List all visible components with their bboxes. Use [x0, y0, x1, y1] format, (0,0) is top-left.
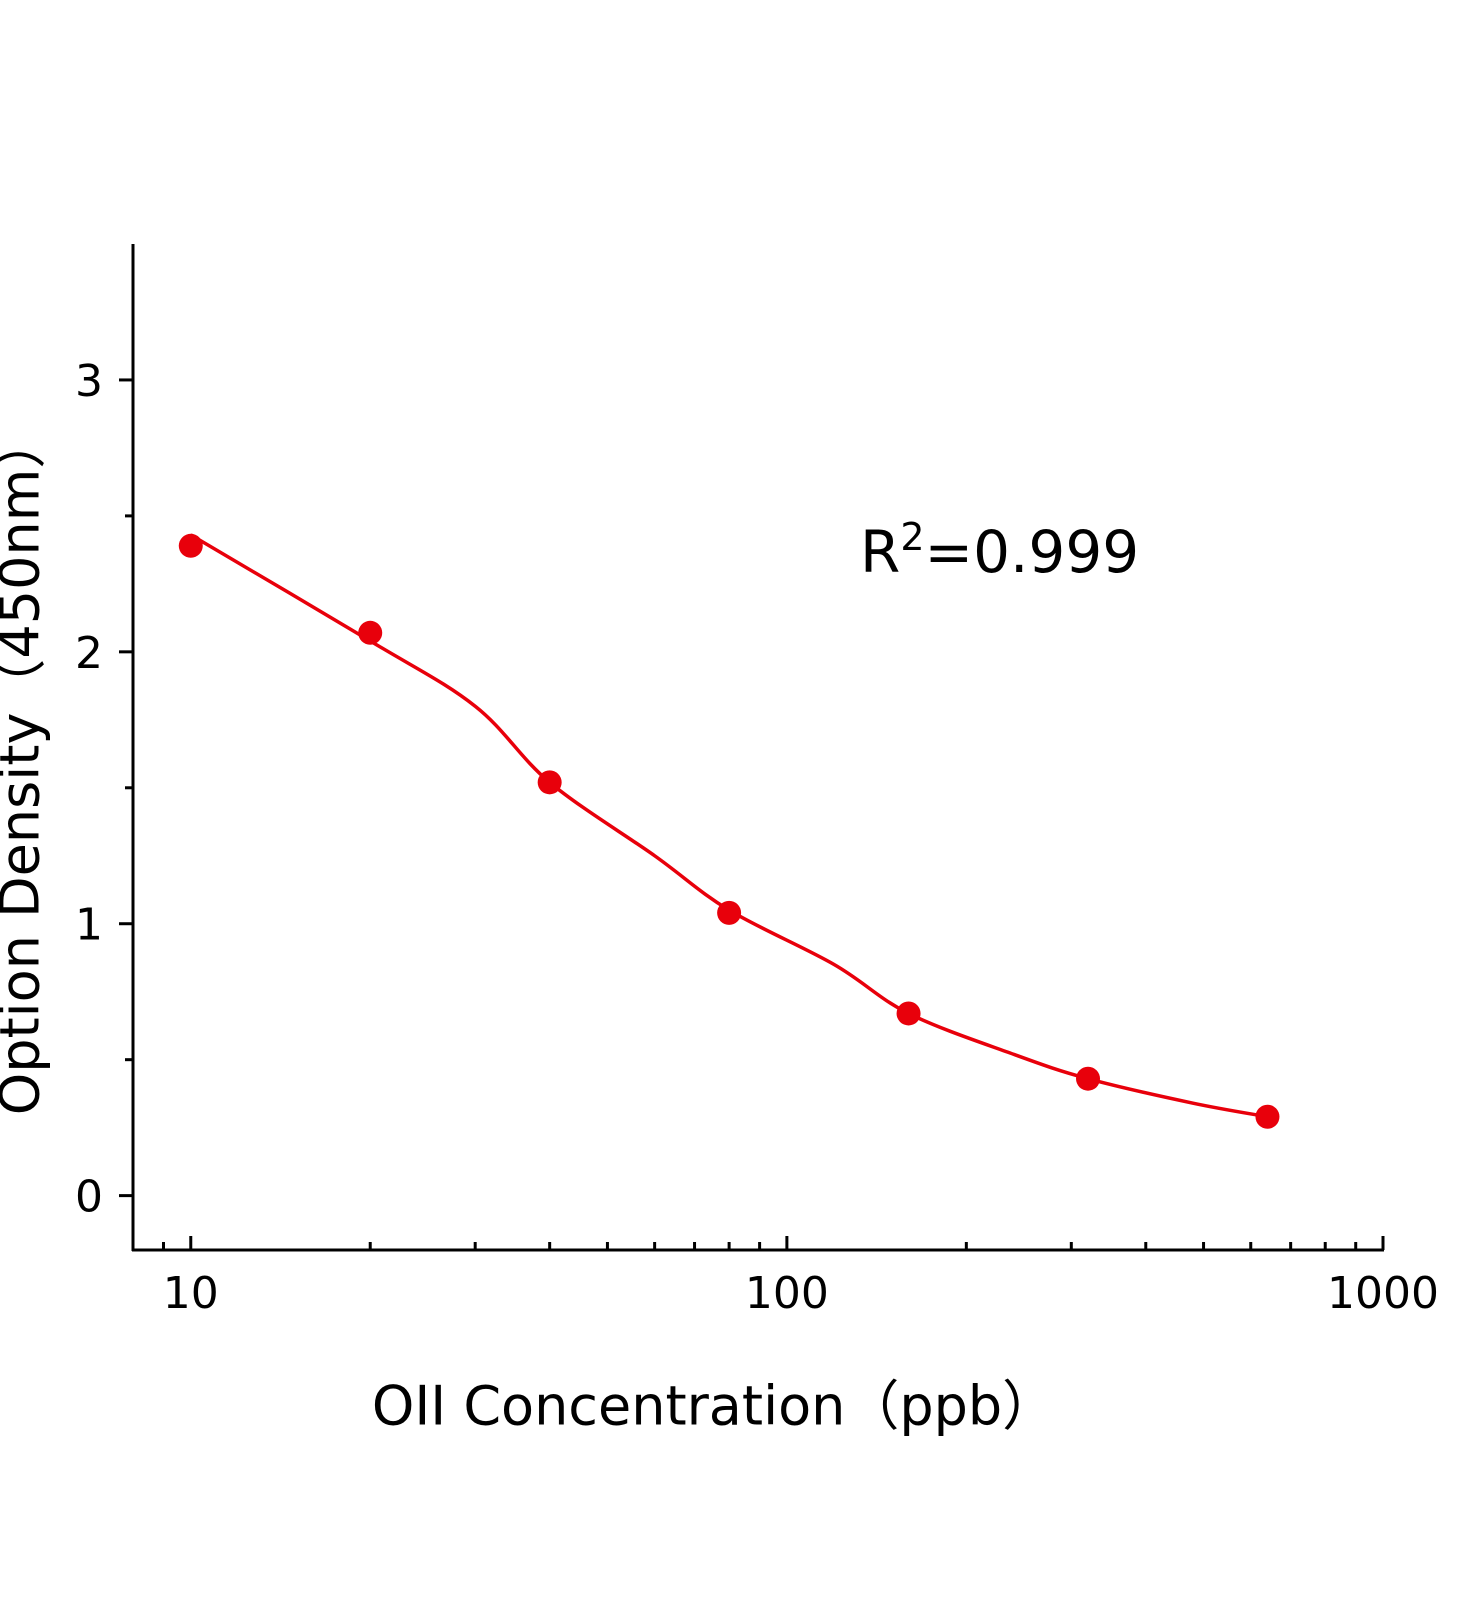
annotation: R2=0.999: [860, 515, 1139, 586]
annotation-base: R: [860, 518, 900, 586]
y-tick-label: 2: [75, 628, 103, 679]
y-tick-label: 3: [75, 356, 103, 407]
data-point: [717, 900, 742, 925]
data-point: [178, 533, 203, 558]
x-tick-label: 10: [163, 1268, 219, 1319]
data-point: [896, 1001, 921, 1026]
x-axis-title: OII Concentration（ppb）: [372, 1375, 1056, 1438]
data-point: [537, 770, 562, 795]
fit-curve: [189, 533, 1268, 1119]
x-tick-label: 100: [745, 1268, 829, 1319]
data-point: [358, 620, 383, 645]
annotation-superscript: 2: [900, 515, 924, 559]
y-tick-label: 0: [75, 1172, 103, 1223]
y-axis-title: Option Density（450nm）: [0, 415, 52, 1116]
annotation-text: =0.999: [925, 518, 1140, 586]
data-point: [1255, 1104, 1280, 1129]
y-tick-label: 1: [75, 900, 103, 951]
data-point: [1076, 1066, 1101, 1091]
x-tick-label: 1000: [1327, 1268, 1439, 1319]
